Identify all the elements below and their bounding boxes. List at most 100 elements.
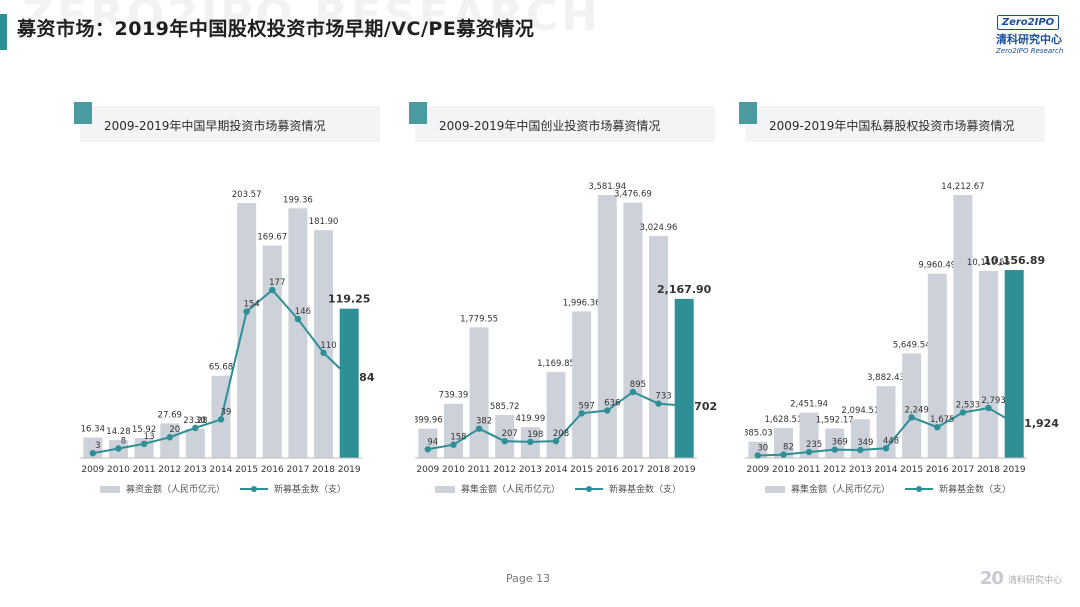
- chart-svg: 16.34 2009 14.28 2010 15.92 2011 27.69 2012 23.2…: [80, 190, 375, 495]
- x-tick-label: 2018: [312, 465, 335, 475]
- legend-bar-label: 募集金额（人民币亿元）: [791, 483, 890, 495]
- line-label: 8: [121, 436, 126, 446]
- line-point: [805, 448, 813, 456]
- chart-title: 2009-2019年中国创业投资市场募资情况: [439, 119, 661, 133]
- brand-name-en: Zero2IPO Research: [996, 47, 1064, 55]
- chart-header-square-icon: [409, 102, 427, 124]
- x-tick-label: 2011: [798, 465, 821, 475]
- bar-label: 585.72: [490, 402, 520, 412]
- chart-header: 2009-2019年中国创业投资市场募资情况: [409, 102, 715, 142]
- line-label: 198: [527, 430, 543, 440]
- line-label: 84: [359, 371, 375, 384]
- x-tick-label: 2014: [210, 465, 233, 475]
- line-point: [552, 437, 560, 445]
- line-label: 235: [806, 440, 822, 450]
- line-label: 1,924: [1024, 417, 1059, 430]
- line-label: 895: [630, 380, 646, 390]
- bar-label: 203.57: [232, 190, 262, 200]
- chart-title: 2009-2019年中国私募股权投资市场募资情况: [769, 119, 1015, 133]
- line-point: [166, 434, 173, 441]
- bar: [572, 311, 592, 458]
- bar-label: 2,167.90: [657, 283, 712, 296]
- watermark: ZERO2IPO RESEARCH: [22, 0, 601, 41]
- bar: [623, 202, 643, 458]
- bar-label: 5,649.54: [893, 340, 931, 350]
- legend-bar-label: 募集金额（人民币亿元）: [461, 483, 560, 495]
- x-tick-label: 2012: [158, 465, 181, 475]
- line-label: 39: [221, 407, 232, 417]
- bar-label: 3,476.69: [614, 190, 652, 200]
- line-point: [192, 424, 199, 432]
- line-point: [294, 315, 302, 323]
- line-point: [882, 445, 890, 452]
- line-point: [754, 452, 762, 459]
- brand-name-cn: 清科研究中心: [996, 33, 1062, 46]
- bar: [314, 230, 334, 458]
- line-label: 110: [320, 341, 336, 351]
- bar-label: 65.68: [209, 363, 233, 373]
- line-point: [475, 425, 483, 432]
- bar-label: 10,156.89: [983, 254, 1045, 267]
- chart-venture-capital: 2009-2019年中国创业投资市场募资情况 399.96 2009 739.39 2…: [409, 100, 755, 510]
- bar: [674, 298, 694, 458]
- line-point: [959, 409, 967, 416]
- line-point: [578, 410, 585, 417]
- bar-label: 399.96: [415, 416, 443, 426]
- bar: [953, 195, 973, 458]
- chart-header-square-icon: [739, 102, 757, 124]
- line-point: [89, 449, 97, 457]
- x-tick-label: 2009: [746, 465, 769, 475]
- chart-header: 2009-2019年中国私募股权投资市场募资情况: [739, 102, 1045, 142]
- x-tick-label: 2017: [951, 465, 974, 475]
- bar: [597, 195, 617, 458]
- line-label: 702: [694, 400, 717, 413]
- bar-label: 1,779.55: [460, 314, 498, 324]
- x-tick-label: 2019: [1003, 465, 1026, 475]
- bar-label: 739.39: [439, 391, 469, 401]
- chart-header: 2009-2019年中国早期投资市场募资情况: [74, 102, 380, 142]
- line-point: [985, 404, 992, 412]
- x-tick-label: 2015: [900, 465, 923, 475]
- bar-label: 10,110.55: [967, 258, 1010, 268]
- line-label: 636: [604, 399, 620, 409]
- line-point: [857, 446, 864, 454]
- chart-early-stage: 2009-2019年中国早期投资市场募资情况 16.34 2009 14.28 201…: [74, 100, 420, 510]
- x-tick-label: 2011: [133, 465, 156, 475]
- x-tick-label: 2013: [849, 465, 872, 475]
- bar: [185, 428, 205, 458]
- legend-bar-label: 募资金额（人民币亿元）: [126, 483, 225, 495]
- bar-label: 23.28: [183, 416, 207, 426]
- legend-bar-swatch: [435, 486, 455, 493]
- legend-line-marker: [586, 486, 592, 492]
- line-label: 2,793: [981, 396, 1005, 406]
- chart-svg: 399.96 2009 739.39 2010 1,779.55 2011 585.72 20…: [415, 182, 717, 495]
- bar: [418, 428, 438, 458]
- line-label: 369: [832, 438, 848, 448]
- page-number: Page 13: [506, 572, 551, 585]
- bar: [339, 308, 359, 458]
- footer-logo: 20 清科研究中心: [980, 568, 1062, 589]
- x-tick-label: 2011: [468, 465, 491, 475]
- bar: [443, 403, 463, 458]
- legend-line-label: 新募基金数（支）: [939, 483, 1011, 495]
- legend-line-label: 新募基金数（支）: [274, 483, 346, 495]
- bar-label: 181.90: [309, 217, 339, 227]
- bar: [850, 419, 870, 458]
- bar-label: 2,451.94: [790, 400, 828, 410]
- bar: [773, 427, 793, 458]
- x-tick-label: 2010: [107, 465, 130, 475]
- page-title: 募资市场：2019年中国股权投资市场早期/VC/PE募资情况: [17, 18, 535, 40]
- bar-label: 169.67: [257, 233, 287, 243]
- legend-bar-swatch: [100, 486, 120, 493]
- line-label: 207: [502, 429, 518, 439]
- x-tick-label: 2016: [261, 465, 284, 475]
- bar: [495, 414, 515, 458]
- chart-private-equity: 2009-2019年中国私募股权投资市场募资情况 885.03 2009 1,628…: [739, 100, 1080, 510]
- brand-logo: Zero2IPO 清科研究中心 Zero2IPO Research: [996, 10, 1064, 55]
- x-tick-label: 2009: [81, 465, 104, 475]
- x-tick-label: 2013: [519, 465, 542, 475]
- bar-label: 199.36: [283, 195, 313, 205]
- x-tick-label: 2017: [621, 465, 644, 475]
- line-label: 146: [295, 307, 311, 317]
- x-tick-label: 2018: [977, 465, 1000, 475]
